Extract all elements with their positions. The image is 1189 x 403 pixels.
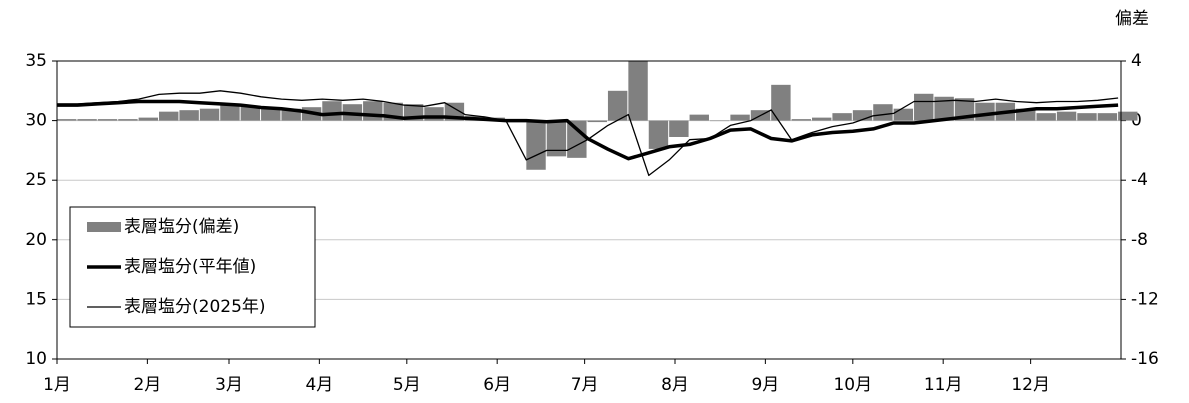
bar (57, 119, 77, 121)
y2-axis-title: 偏差 (1115, 9, 1149, 29)
bar (363, 101, 383, 121)
x-tick-label: 9月 (751, 375, 779, 395)
bar (1036, 113, 1056, 121)
bar (179, 110, 199, 121)
y-tick-label: 20 (25, 230, 47, 250)
bar (771, 84, 791, 121)
bar (546, 120, 567, 157)
bar (832, 113, 852, 121)
plot-frame (56, 60, 1122, 360)
y-tick-label: 25 (25, 170, 47, 190)
legend-label: 表層塩分(2025年) (124, 297, 266, 317)
bar (1016, 108, 1036, 121)
x-tick-label: 12月 (1011, 375, 1050, 395)
bar (322, 101, 342, 121)
legend-label: 表層塩分(偏差) (124, 217, 239, 237)
y2-tick-label: -4 (1131, 170, 1148, 190)
bar (587, 120, 607, 123)
bar (1097, 113, 1118, 121)
legend-label: 表層塩分(平年値) (124, 257, 256, 277)
x-tick-label: 3月 (215, 375, 243, 395)
bar (669, 120, 689, 137)
bar (975, 102, 995, 121)
bar (261, 107, 281, 121)
bar (118, 119, 138, 121)
bar (526, 120, 546, 170)
x-tick-label: 8月 (661, 375, 689, 395)
y2-tick-label: -8 (1131, 230, 1148, 250)
bar (77, 119, 97, 121)
x-tick-label: 5月 (393, 375, 421, 395)
bar (852, 110, 873, 121)
bar (934, 96, 954, 121)
bar (873, 104, 893, 121)
bar (628, 61, 648, 121)
bar (689, 114, 709, 121)
x-tick-label: 4月 (305, 375, 333, 395)
bar (199, 108, 220, 121)
x-tick-label: 1月 (43, 375, 71, 395)
bar (812, 117, 832, 121)
line (57, 99, 1119, 161)
y2-tick-label: 4 (1131, 51, 1142, 71)
x-tick-label: 2月 (133, 375, 161, 395)
bar (648, 120, 669, 149)
bar (1056, 111, 1077, 121)
bar (1077, 113, 1097, 121)
bar (281, 108, 301, 121)
x-tick-label: 10月 (833, 375, 872, 395)
bar (240, 105, 261, 121)
x-tick-label: 7月 (571, 375, 599, 395)
bar (567, 120, 587, 158)
y2-tick-label: -16 (1131, 349, 1159, 369)
bar (893, 108, 914, 121)
y2-tick-label: -12 (1131, 289, 1159, 309)
y-tick-label: 35 (25, 51, 47, 71)
bar (159, 111, 179, 121)
bar (730, 114, 750, 121)
y-tick-label: 15 (25, 289, 47, 309)
bar (1118, 111, 1138, 121)
bar (220, 104, 240, 121)
y-tick-label: 10 (25, 349, 47, 369)
bar (138, 117, 159, 121)
bar (97, 119, 118, 121)
bar (607, 90, 628, 121)
legend-swatch (87, 222, 121, 232)
bar (709, 120, 730, 122)
y-tick-label: 30 (25, 111, 47, 131)
x-tick-label: 6月 (483, 375, 511, 395)
x-tick-label: 11月 (924, 375, 963, 395)
bar (914, 93, 934, 121)
bar (791, 119, 812, 121)
line (57, 90, 1119, 177)
